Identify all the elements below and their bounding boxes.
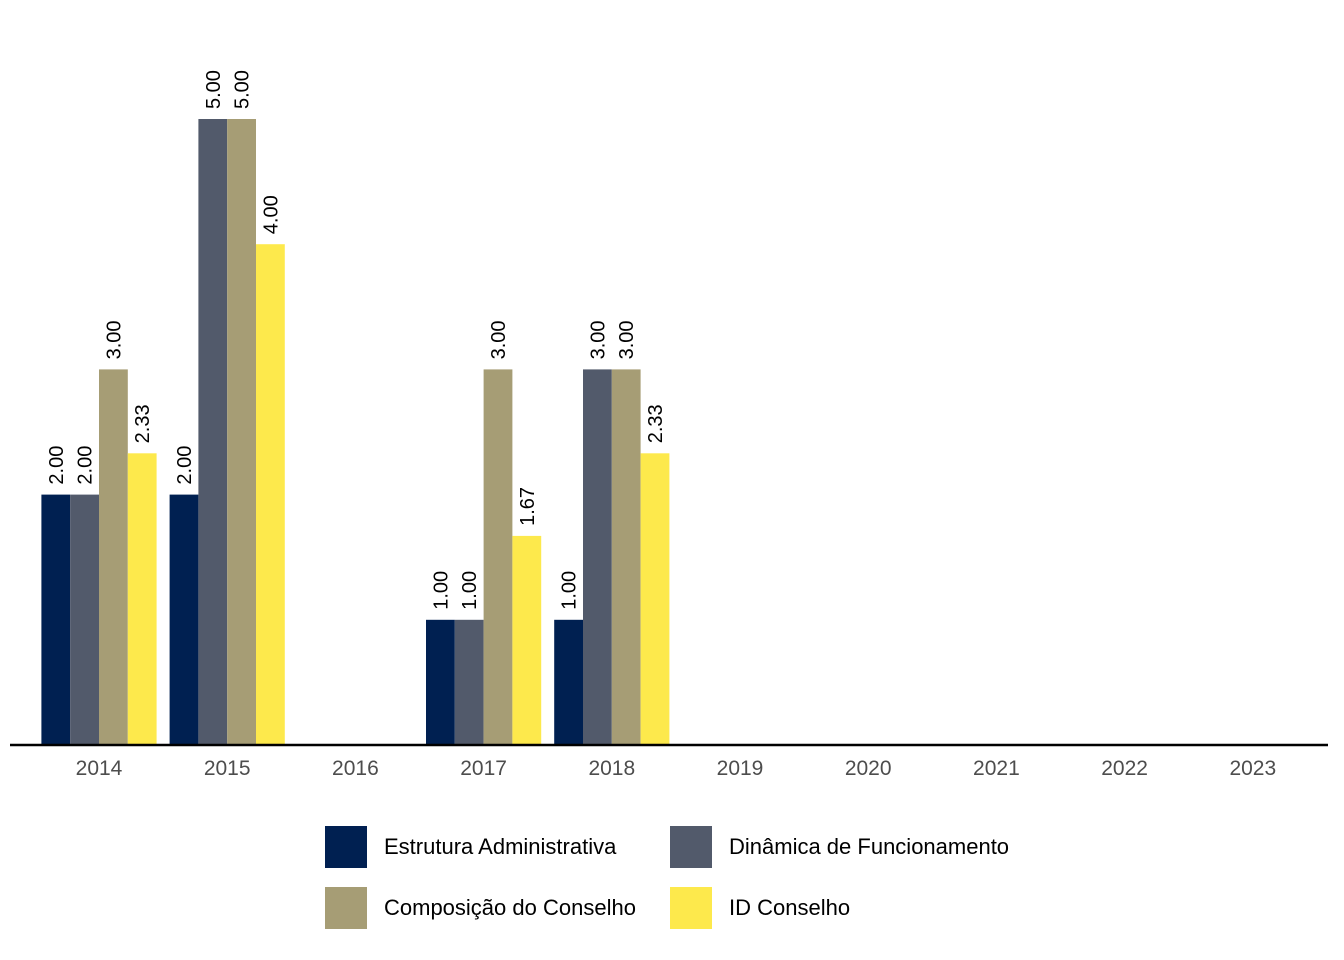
- bar-2017-series-1: [426, 619, 455, 745]
- legend-label-composicao-do-conselho: Composição do Conselho: [384, 895, 636, 920]
- bar-2014-series-4: [127, 453, 157, 745]
- x-tick-label-2017: 2017: [460, 757, 507, 780]
- data-labels-group: 2.00 2.00 3.00 2.33 2.00 5.00 5.00 4.00 1.00 1.00…: [46, 70, 667, 610]
- data-label-2018-series-3: 3.00: [616, 320, 638, 359]
- data-label-2015-series-3: 5.00: [232, 70, 254, 109]
- data-label-2017-series-2: 1.00: [459, 571, 481, 610]
- bar-2014-series-3: [99, 369, 128, 745]
- data-label-2014-series-1: 2.00: [46, 446, 68, 485]
- x-tick-label-2023: 2023: [1229, 757, 1276, 780]
- x-tick-label-2022: 2022: [1101, 757, 1148, 780]
- legend-swatch-dinamica-de-funcionamento: [670, 826, 712, 868]
- bar-2015-series-4: [256, 244, 285, 745]
- data-label-2015-series-4: 4.00: [260, 195, 282, 234]
- legend-item-estrutura-administrativa: Estrutura Administrativa: [325, 826, 670, 868]
- bar-2018-series-3: [611, 369, 641, 745]
- data-label-2015-series-2: 5.00: [203, 70, 225, 109]
- legend-swatch-estrutura-administrativa: [325, 826, 367, 868]
- bar-2018-series-4: [640, 453, 670, 745]
- legend-item-id-conselho: ID Conselho: [670, 887, 1030, 929]
- bar-2014-series-2: [70, 494, 99, 745]
- x-tick-label-2018: 2018: [588, 757, 635, 780]
- bar-2017-series-4: [512, 535, 542, 745]
- bar-2015-series-2: [198, 119, 228, 745]
- bar-2017-series-3: [483, 369, 513, 745]
- bar-2018-series-1: [554, 619, 583, 745]
- legend: Estrutura Administrativa Dinâmica de Fun…: [325, 826, 1030, 929]
- legend-swatch-composicao-do-conselho: [325, 887, 367, 929]
- bar-2018-series-2: [583, 369, 612, 745]
- data-label-2018-series-1: 1.00: [559, 571, 581, 610]
- legend-label-id-conselho: ID Conselho: [729, 895, 851, 920]
- x-tick-label-2021: 2021: [973, 757, 1020, 780]
- bar-2015-series-1: [169, 494, 199, 745]
- bar-2017-series-2: [454, 619, 484, 745]
- x-tick-label-2015: 2015: [204, 757, 251, 780]
- data-label-2014-series-3: 3.00: [103, 320, 125, 359]
- x-tick-label-2020: 2020: [845, 757, 892, 780]
- data-label-2018-series-4: 2.33: [645, 404, 667, 443]
- data-label-2014-series-4: 2.33: [132, 404, 154, 443]
- data-label-2018-series-2: 3.00: [587, 320, 609, 359]
- x-tick-label-2014: 2014: [76, 757, 123, 780]
- legend-label-dinamica-de-funcionamento: Dinâmica de Funcionamento: [729, 834, 1010, 859]
- bar-2014-series-1: [41, 494, 71, 745]
- bar-2015-series-3: [227, 119, 256, 745]
- data-label-2017-series-1: 1.00: [430, 571, 452, 610]
- bars-group: [41, 119, 670, 745]
- x-tick-label-2016: 2016: [332, 757, 379, 780]
- data-label-2014-series-2: 2.00: [75, 446, 97, 485]
- legend-item-dinamica-de-funcionamento: Dinâmica de Funcionamento: [670, 826, 1030, 868]
- data-label-2017-series-3: 3.00: [488, 320, 510, 359]
- legend-item-composicao-do-conselho: Composição do Conselho: [325, 887, 670, 929]
- x-tick-labels-group: 2014 2015 2016 2017 2018 2019 2020 2021 2022 2023: [76, 757, 1277, 780]
- x-tick-label-2019: 2019: [717, 757, 764, 780]
- data-label-2015-series-1: 2.00: [174, 446, 196, 485]
- legend-swatch-id-conselho: [670, 887, 712, 929]
- data-label-2017-series-4: 1.67: [517, 487, 539, 526]
- legend-label-estrutura-administrativa: Estrutura Administrativa: [384, 834, 617, 859]
